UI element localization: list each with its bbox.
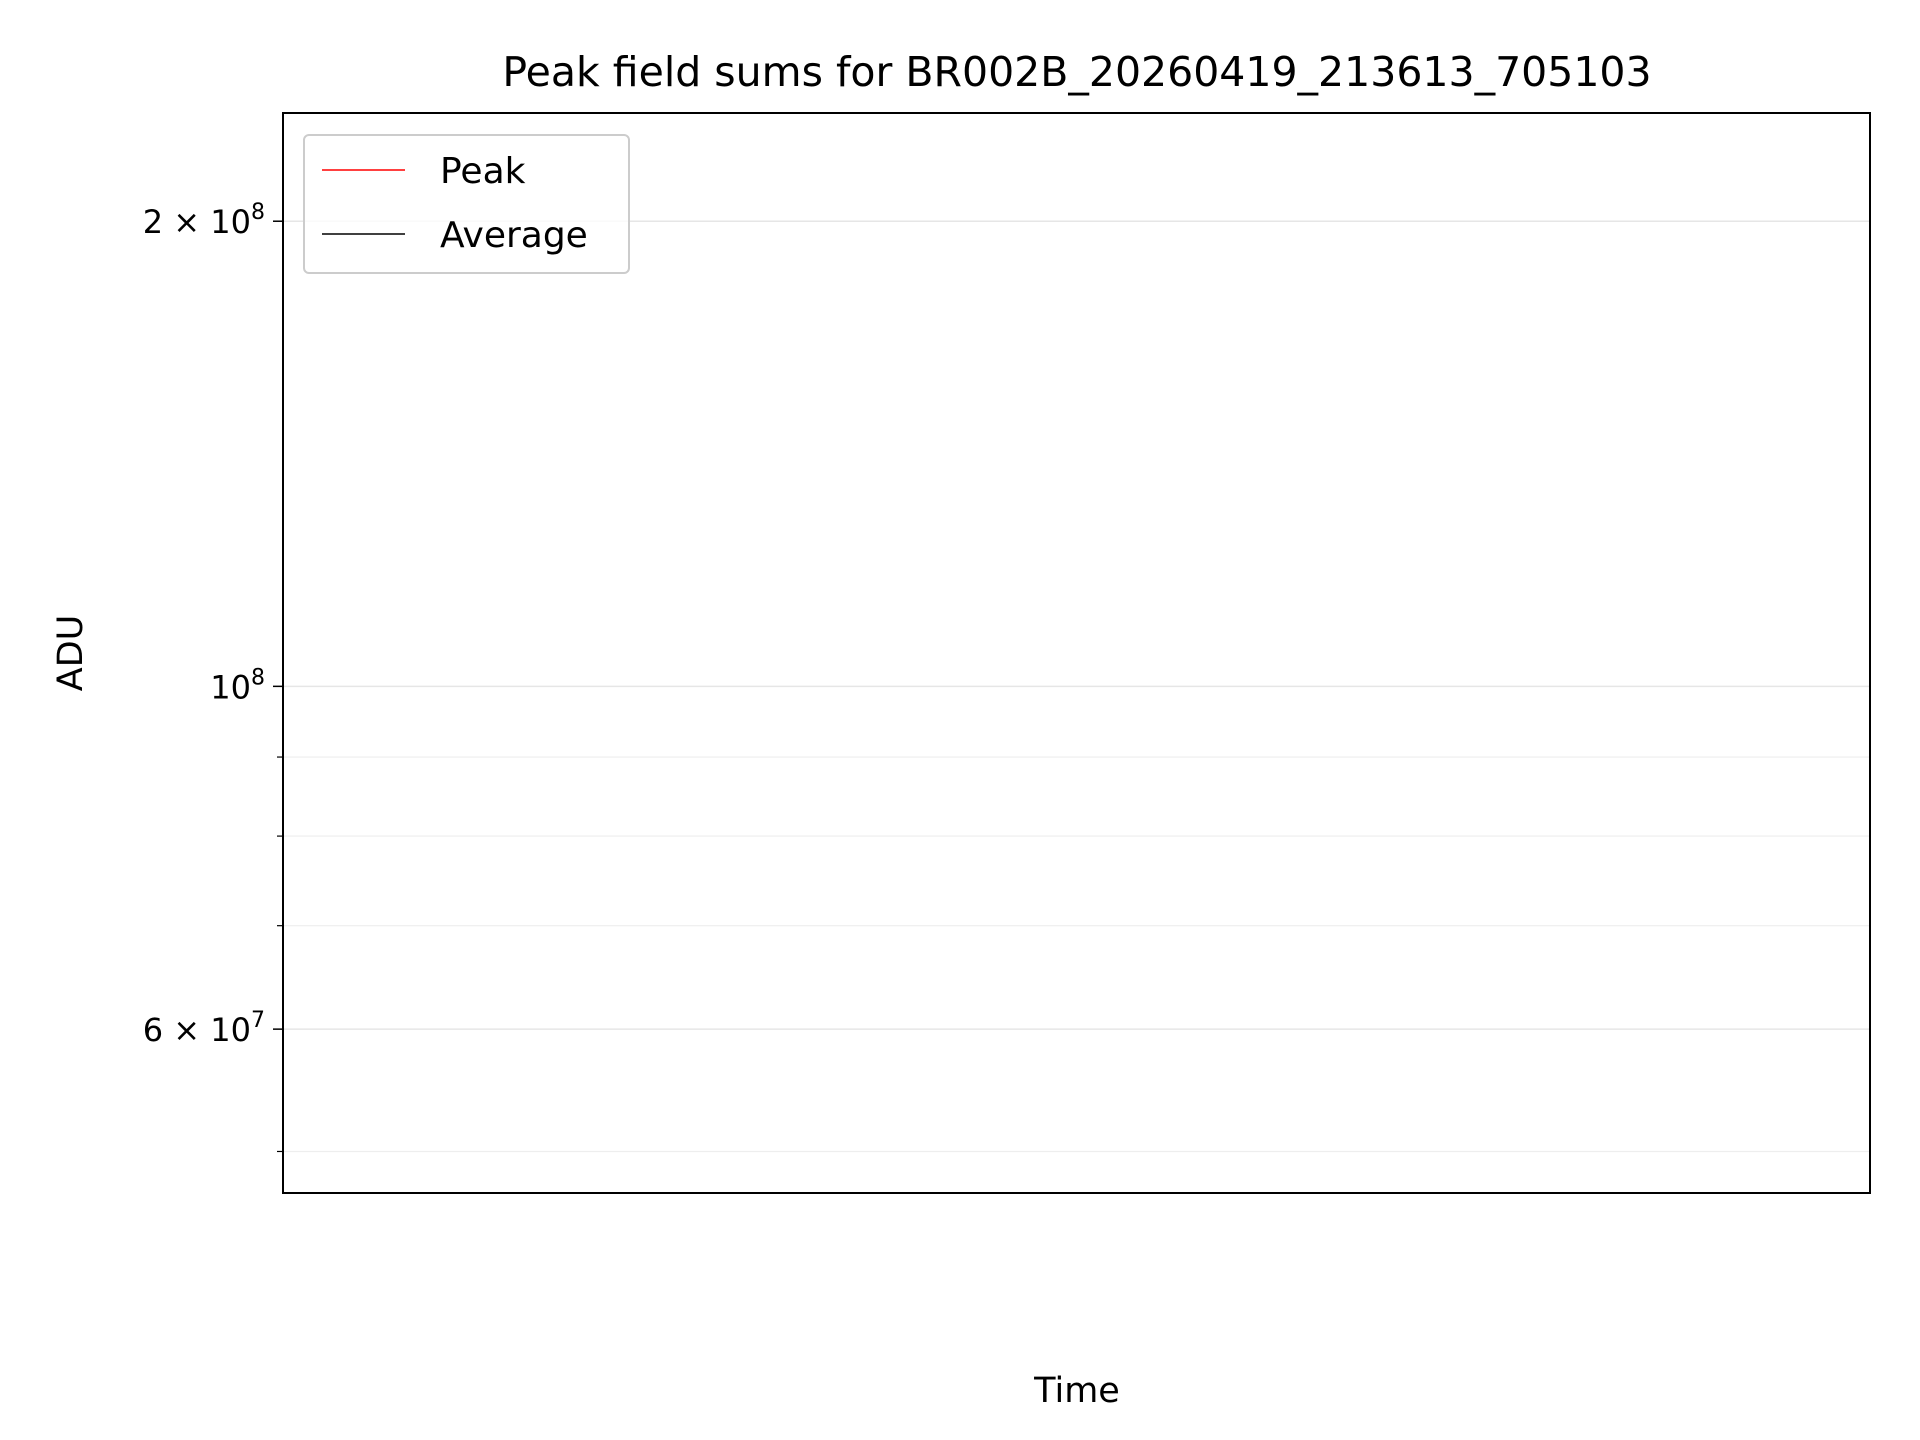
y-tick-label: 2 × 108 — [143, 200, 265, 241]
legend: Peak Average — [303, 134, 630, 274]
plot-frame — [282, 112, 1871, 1194]
y-tick-label: 6 × 107 — [143, 1008, 265, 1049]
legend-label-average: Average — [440, 215, 588, 256]
chart-title: Peak field sums for BR002B_20260419_2136… — [502, 48, 1651, 96]
legend-label-peak: Peak — [440, 151, 526, 192]
x-axis-label: Time — [1033, 1371, 1120, 1411]
y-axis-label: ADU — [51, 615, 91, 692]
grid — [283, 220, 1870, 1153]
